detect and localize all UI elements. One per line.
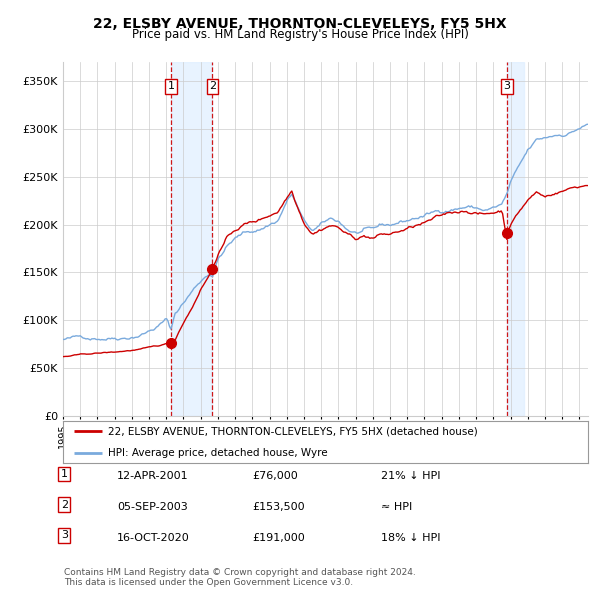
Text: 1: 1 — [167, 81, 175, 91]
Text: 3: 3 — [61, 530, 68, 540]
Text: £76,000: £76,000 — [252, 471, 298, 481]
Text: 2: 2 — [61, 500, 68, 510]
Bar — [171, 62, 212, 416]
Text: Contains HM Land Registry data © Crown copyright and database right 2024.
This d: Contains HM Land Registry data © Crown c… — [64, 568, 416, 587]
Text: £153,500: £153,500 — [252, 502, 305, 512]
Text: 22, ELSBY AVENUE, THORNTON-CLEVELEYS, FY5 5HX (detached house): 22, ELSBY AVENUE, THORNTON-CLEVELEYS, FY… — [107, 427, 478, 436]
Text: Price paid vs. HM Land Registry's House Price Index (HPI): Price paid vs. HM Land Registry's House … — [131, 28, 469, 41]
Text: 22, ELSBY AVENUE, THORNTON-CLEVELEYS, FY5 5HX: 22, ELSBY AVENUE, THORNTON-CLEVELEYS, FY… — [93, 17, 507, 31]
Text: HPI: Average price, detached house, Wyre: HPI: Average price, detached house, Wyre — [107, 448, 327, 457]
Bar — [507, 62, 524, 416]
Text: 21% ↓ HPI: 21% ↓ HPI — [381, 471, 440, 481]
Text: 18% ↓ HPI: 18% ↓ HPI — [381, 533, 440, 543]
Text: ≈ HPI: ≈ HPI — [381, 502, 412, 512]
Text: 12-APR-2001: 12-APR-2001 — [117, 471, 188, 481]
Text: 3: 3 — [503, 81, 511, 91]
Text: 1: 1 — [61, 469, 68, 479]
Text: £191,000: £191,000 — [252, 533, 305, 543]
Text: 16-OCT-2020: 16-OCT-2020 — [117, 533, 190, 543]
Text: 05-SEP-2003: 05-SEP-2003 — [117, 502, 188, 512]
Text: 2: 2 — [209, 81, 216, 91]
